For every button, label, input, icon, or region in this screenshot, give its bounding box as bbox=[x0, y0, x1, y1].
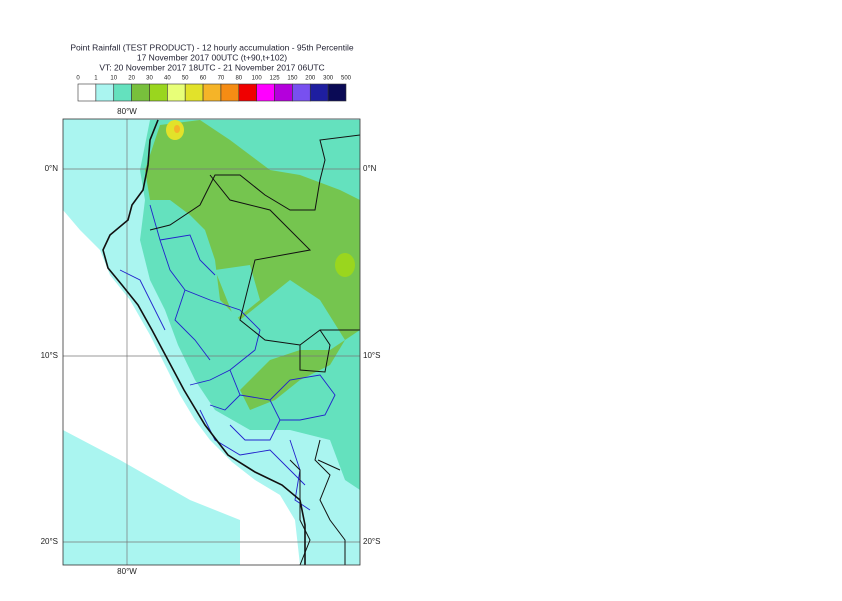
country-border bbox=[149, 134, 360, 565]
map-frame bbox=[62, 118, 361, 566]
legend-swatch bbox=[131, 83, 150, 102]
legend-swatch bbox=[202, 83, 222, 102]
legend-label: 10 bbox=[110, 76, 117, 82]
lon-label: 80°W bbox=[117, 567, 137, 576]
legend-label: 50 bbox=[182, 76, 189, 82]
admin-boundary bbox=[119, 204, 336, 511]
legend-label: 500 bbox=[341, 76, 352, 82]
legend-label: 20 bbox=[128, 76, 135, 82]
coastline bbox=[102, 119, 306, 565]
legend-swatch bbox=[167, 83, 186, 102]
legend-swatch bbox=[256, 83, 275, 102]
lat-label: 0°N bbox=[45, 164, 59, 173]
legend-swatch bbox=[309, 83, 329, 102]
valid-time: VT: 20 November 2017 18UTC - 21 November… bbox=[99, 62, 324, 72]
rain-heavy bbox=[145, 120, 360, 410]
title: Point Rainfall (TEST PRODUCT) - 12 hourl… bbox=[70, 42, 354, 52]
lat-label: 20°S bbox=[363, 537, 380, 546]
legend-label: 60 bbox=[200, 76, 207, 82]
legend-label: 150 bbox=[287, 76, 298, 82]
legend-label: 70 bbox=[218, 76, 225, 82]
rain-moderate-patch bbox=[175, 265, 260, 335]
legend-label: 125 bbox=[270, 76, 281, 82]
legend-swatch bbox=[274, 83, 293, 102]
legend-swatch bbox=[113, 83, 132, 102]
legend-label: 80 bbox=[235, 76, 242, 82]
map bbox=[63, 119, 360, 565]
legend: 0 1 10 20 30 40 50 60 70 80 100 125 150 200 300 500 bbox=[76, 76, 352, 102]
rain-patch bbox=[335, 253, 355, 277]
lat-label: 0°N bbox=[363, 164, 377, 173]
rain-light-offshore bbox=[63, 430, 240, 565]
legend-label: 300 bbox=[323, 76, 334, 82]
legend-label: 40 bbox=[164, 76, 171, 82]
legend-swatch bbox=[327, 83, 347, 102]
legend-swatch bbox=[149, 83, 168, 102]
legend-swatch bbox=[77, 83, 97, 102]
lat-label: 20°S bbox=[41, 537, 58, 546]
legend-label: 30 bbox=[146, 76, 153, 82]
legend-swatch bbox=[220, 83, 240, 102]
lat-label: 10°S bbox=[363, 351, 380, 360]
legend-label: 0 bbox=[76, 76, 80, 82]
legend-label: 200 bbox=[305, 76, 316, 82]
lon-label: 80°W bbox=[117, 107, 137, 116]
run-time: 17 November 2017 00UTC (t+90,t+102) bbox=[137, 52, 287, 62]
legend-swatch bbox=[184, 83, 204, 102]
legend-swatch bbox=[292, 83, 311, 102]
legend-swatch bbox=[95, 83, 115, 102]
legend-swatch bbox=[238, 83, 257, 102]
rain-peak-core bbox=[174, 125, 180, 133]
lat-label: 10°S bbox=[41, 351, 58, 360]
legend-label: 100 bbox=[252, 76, 263, 82]
legend-label: 1 bbox=[94, 76, 98, 82]
